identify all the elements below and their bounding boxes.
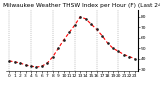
Text: Milwaukee Weather THSW Index per Hour (F) (Last 24 Hours): Milwaukee Weather THSW Index per Hour (F… [3,3,160,8]
